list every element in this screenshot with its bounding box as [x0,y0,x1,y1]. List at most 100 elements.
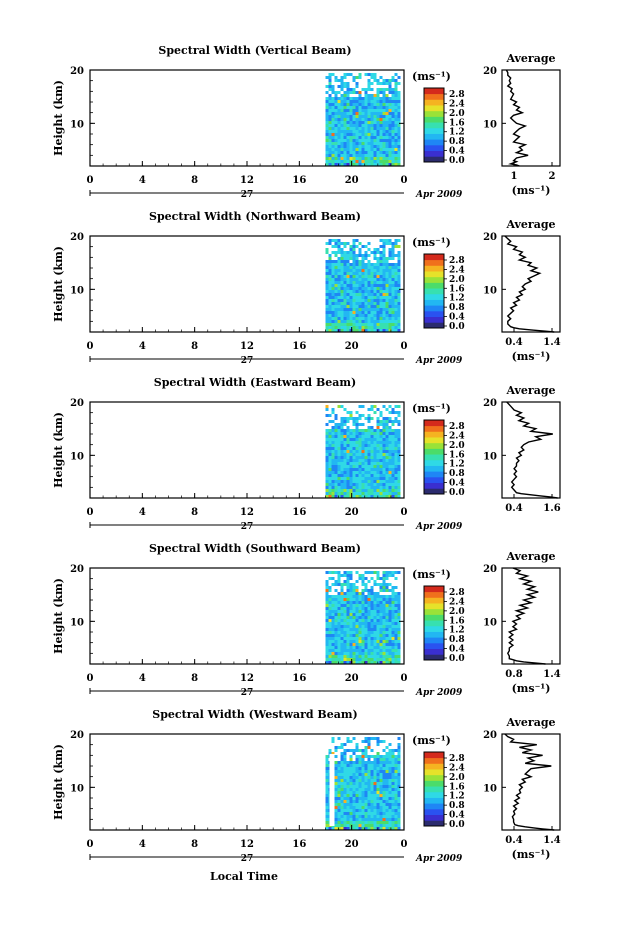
heatmap-cell [331,323,335,326]
heatmap-cell [373,290,377,293]
heatmap-cell [367,130,371,133]
heatmap-cell [334,269,338,272]
heatmap-cell [394,82,398,85]
heatmap-cell [370,157,374,160]
heatmap-cell [382,82,386,85]
heatmap-cell [358,296,362,299]
heatmap-cell [361,154,365,157]
heatmap-cell [376,112,380,115]
heatmap-cell [355,272,359,275]
heatmap-cell [331,462,335,465]
heatmap-cell [379,622,383,625]
colorbar-tick-label: 0.0 [449,322,465,332]
heatmap-cell [334,127,338,130]
heatmap-cell [361,272,365,275]
heatmap-cell [382,604,386,607]
colorbar-swatch [424,99,444,106]
heatmap-cell [328,76,332,79]
heatmap-cell [349,154,353,157]
colorbar-swatch [424,808,444,816]
heatmap-cell [346,640,350,643]
heatmap-cell [352,151,356,154]
heatmap-cell [397,471,401,474]
heatmap-cell [355,655,359,658]
heatmap-cell [367,435,371,438]
heatmap-cell [388,803,392,806]
heatmap-cell [355,239,359,242]
heatmap-cell [382,646,386,649]
heatmap-cell [370,278,374,281]
heatmap-cell [370,269,374,272]
heatmap-cell [331,468,335,471]
heatmap-cell [391,806,395,809]
heatmap-cell [373,767,377,770]
heatmap-cell [358,821,362,824]
heatmap-cell [382,160,386,163]
heatmap-cell [358,649,362,652]
heatmap-cell [367,106,371,109]
heatmap-cell [352,435,356,438]
heatmap-cell [382,97,386,100]
heatmap-cell [376,426,380,429]
heatmap-cell [394,818,398,821]
colorbar-swatch [424,322,444,329]
colorbar-swatch [424,780,444,787]
heatmap-cell [367,88,371,91]
heatmap-cell [337,785,341,788]
avg-y-tick-label: 10 [483,451,497,462]
heatmap-cell [361,658,365,661]
heatmap-cell [355,453,359,456]
heatmap-cell [337,444,341,447]
heatmap-cell [361,613,365,616]
colorbar-tick-label: 0.0 [449,488,465,498]
colorbar-tick-label: 0.4 [449,811,465,821]
heatmap-cell [328,613,332,616]
heatmap-cell [343,628,347,631]
colorbar-tick-label: 0.8 [449,469,465,479]
heatmap-cell [346,326,350,329]
heatmap-cell [388,628,392,631]
heatmap-cell [325,408,329,411]
heatmap-cell [385,154,389,157]
heatmap-cell [388,435,392,438]
heatmap-cell [394,100,398,103]
heatmap-cell [364,800,368,803]
heatmap-cell [337,100,341,103]
heatmap-cell [355,767,359,770]
heatmap-cell [337,314,341,317]
heatmap-cell [352,263,356,266]
heatmap-cell [337,287,341,290]
heatmap-cell [388,127,392,130]
heatmap-cell [361,432,365,435]
heatmap-cell [361,447,365,450]
heatmap-cell [325,480,329,483]
heatmap-cell [397,287,401,290]
heatmap-cell [394,761,398,764]
heatmap-cell [358,773,362,776]
heatmap-cell [346,115,350,118]
heatmap-cell [364,622,368,625]
heatmap-cell [361,142,365,145]
heatmap-cell [346,260,350,263]
heatmap-cell [364,302,368,305]
heatmap-cell [379,447,383,450]
heatmap-cell [379,456,383,459]
heatmap-cell [376,658,380,661]
heatmap-cell [343,794,347,797]
heatmap-cell [382,755,386,758]
heatmap-cell [334,151,338,154]
heatmap-cell [358,616,362,619]
heatmap-cell [346,444,350,447]
heatmap-cell [376,622,380,625]
heatmap-cell [346,275,350,278]
heatmap-cell [325,794,329,797]
heatmap-cell [364,824,368,827]
heatmap-cell [364,640,368,643]
heatmap-cell [394,770,398,773]
heatmap-cell [373,637,377,640]
colorbar-swatch [424,591,444,598]
heatmap-cell [364,136,368,139]
heatmap-cell [364,779,368,782]
x-tick-label: 4 [139,839,146,850]
heatmap-cell [352,323,356,326]
